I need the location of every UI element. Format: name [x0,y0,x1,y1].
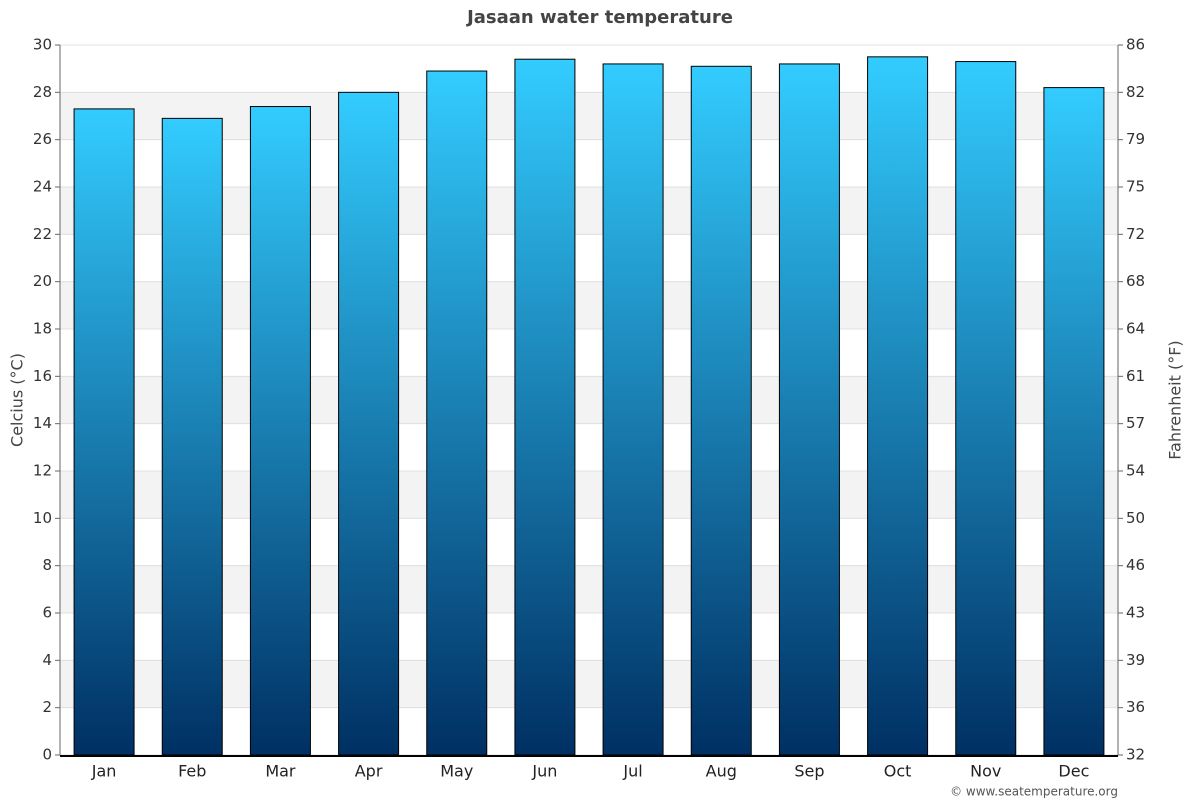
y-tick-label: 28 [33,83,52,101]
grid-band [60,376,1118,424]
grid-band [60,281,1118,329]
grid-band [60,92,1118,140]
y2-tick-label: 46 [1126,556,1145,574]
y2-tick-label: 82 [1126,83,1145,101]
y-tick-label: 22 [33,225,52,243]
y2-tick-label: 57 [1126,414,1145,432]
grid-band [60,660,1118,708]
x-tick-label: Apr [355,762,383,781]
plot-background [60,92,1118,708]
y-tick-label: 30 [33,36,52,54]
chart-title: Jasaan water temperature [465,7,733,28]
bar [249,106,311,756]
y-tick-label: 14 [33,414,52,432]
y2-tick-label: 61 [1126,367,1145,385]
y-tick-label: 8 [42,556,52,574]
credit: © www.seatemperature.org [950,785,1118,799]
y-tick-label: 2 [42,698,52,716]
y-tick-label: 16 [33,367,52,385]
y-tick-label: 4 [42,651,52,669]
y2-tick-label: 72 [1126,225,1145,243]
grid-band [60,471,1118,519]
bar [778,63,840,756]
y-tick-label: 20 [33,272,52,290]
bar [161,117,223,756]
y2-tick-label: 50 [1126,509,1145,527]
x-tick-label: Jan [91,762,117,781]
y-tick-label: 12 [33,462,52,480]
bar [514,58,576,756]
y2-tick-label: 79 [1126,130,1145,148]
y2-axis-title: Fahrenheit (°F) [1166,340,1185,459]
x-tick-label: Dec [1058,762,1089,781]
y2-tick-label: 75 [1126,178,1145,196]
x-tick-label: Mar [265,762,296,781]
bar [602,63,664,756]
y-tick-label: 0 [42,746,52,764]
bar [690,65,752,756]
y-tick-label: 6 [42,604,52,622]
y2-tick-label: 43 [1126,604,1145,622]
y-tick-label: 26 [33,130,52,148]
x-tick-label: Nov [970,762,1001,781]
grid-band [60,187,1118,235]
x-tick-label: Feb [178,762,206,781]
grid-band [60,565,1118,613]
y-tick-label: 10 [33,509,52,527]
y2-tick-label: 86 [1126,36,1145,54]
x-tick-label: Aug [706,762,737,781]
x-tick-label: Jun [531,762,557,781]
y2-tick-label: 36 [1126,698,1145,716]
bar [426,70,488,756]
bar [338,91,400,756]
x-tick-label: May [440,762,473,781]
y-tick-label: 24 [33,178,52,196]
y-axis-title: Celcius (°C) [8,353,27,447]
bar [73,108,135,756]
x-tick-label: Sep [794,762,824,781]
y2-tick-label: 68 [1126,272,1145,290]
y-tick-label: 18 [33,320,52,338]
y2-tick-label: 64 [1126,320,1145,338]
x-tick-label: Oct [884,762,912,781]
y2-tick-label: 39 [1126,651,1145,669]
x-tick-label: Jul [622,762,642,781]
y2-tick-label: 32 [1126,746,1145,764]
bar [955,61,1017,756]
bar [1043,87,1105,756]
bar [867,56,929,756]
y2-tick-label: 54 [1126,462,1145,480]
